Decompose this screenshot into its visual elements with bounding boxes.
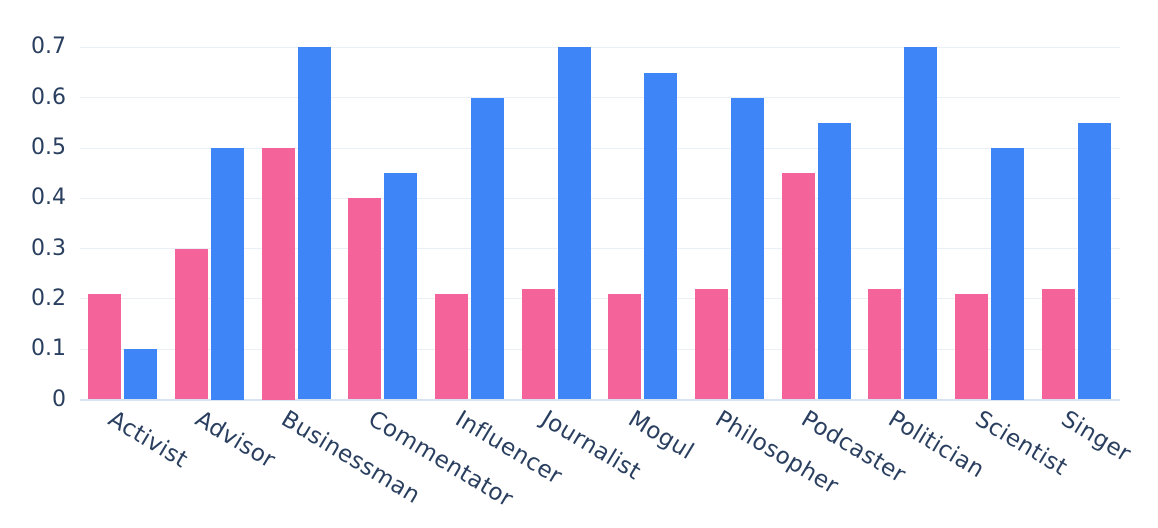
y-tick-label: 0 xyxy=(52,386,66,412)
x-tick-label-activist: Activist xyxy=(103,406,192,474)
gridline-0.3 xyxy=(79,248,1120,250)
bar-pink-singer xyxy=(1041,288,1075,400)
bar-pink-scientist xyxy=(955,293,988,400)
bar-blue-mogul xyxy=(644,72,678,400)
bar-pink-journalist xyxy=(521,288,555,400)
gridline-0.5 xyxy=(79,147,1120,149)
bar-pink-politician xyxy=(868,288,902,400)
y-tick-label: 0.1 xyxy=(31,336,66,362)
bar-blue-scientist xyxy=(991,148,1024,400)
gridline-0.7 xyxy=(79,46,1120,48)
bar-blue-politician xyxy=(904,47,938,400)
gridline-0.4 xyxy=(79,197,1120,199)
y-tick-label: 0.6 xyxy=(31,84,66,110)
bar-blue-podcaster xyxy=(817,122,851,400)
bar-blue-activist xyxy=(124,349,158,400)
bar-pink-advisor xyxy=(175,248,208,400)
y-tick-label: 0.4 xyxy=(31,185,66,211)
bar-pink-activist xyxy=(88,293,122,400)
gridline-0.1 xyxy=(79,348,1120,350)
bar-blue-influencer xyxy=(471,97,504,400)
y-tick-label: 0.5 xyxy=(31,135,66,160)
bar-blue-journalist xyxy=(557,47,591,400)
x-tick-label-scientist: Scientist xyxy=(970,406,1072,482)
x-tick-label-advisor: Advisor xyxy=(190,406,280,474)
bar-blue-singer xyxy=(1077,122,1111,400)
gridline-0.6 xyxy=(79,97,1120,99)
bar-blue-commentator xyxy=(384,173,418,400)
bar-pink-podcaster xyxy=(781,173,815,400)
bar-pink-businessman xyxy=(261,148,295,400)
bar-pink-commentator xyxy=(348,198,382,400)
gridline-0.2 xyxy=(79,298,1120,300)
bar-blue-advisor xyxy=(211,148,244,400)
y-tick-label: 0.2 xyxy=(31,285,66,311)
x-tick-label-commentator: Commentator xyxy=(363,406,518,513)
x-axis-line xyxy=(79,398,1120,401)
bar-pink-influencer xyxy=(435,293,468,400)
y-tick-label: 0.7 xyxy=(31,34,66,60)
bar-blue-philosopher xyxy=(731,97,764,400)
bar-pink-philosopher xyxy=(695,288,728,400)
bar-pink-mogul xyxy=(608,293,642,400)
y-tick-label: 0.3 xyxy=(31,235,66,261)
bar-blue-businessman xyxy=(297,47,331,400)
